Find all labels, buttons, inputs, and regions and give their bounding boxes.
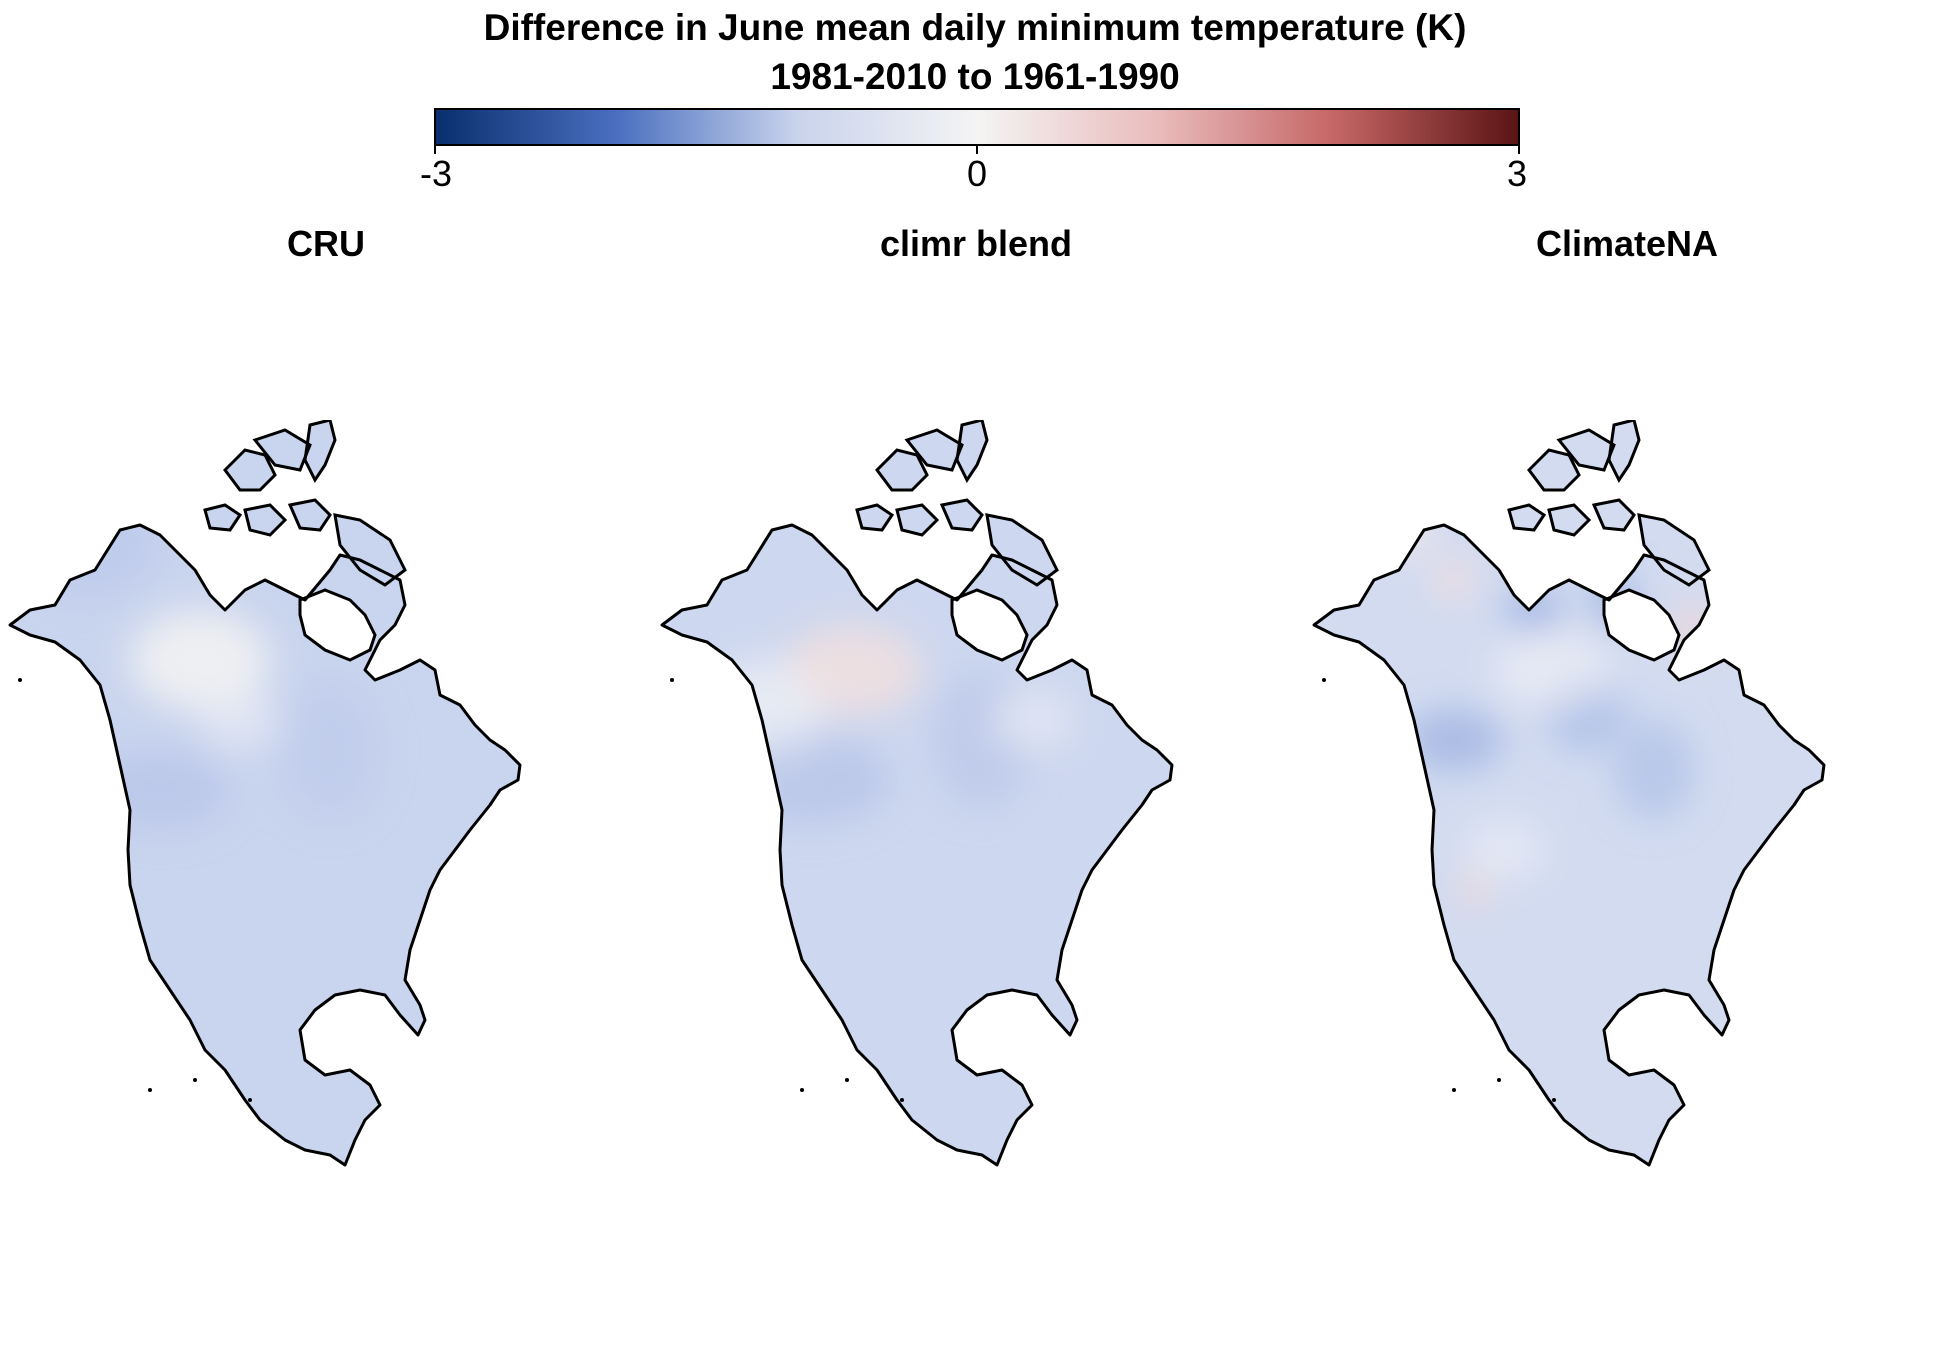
colorbar-max-label: 3 <box>1506 153 1528 194</box>
panel-title-climatena: ClimateNA <box>1535 223 1719 264</box>
map-subtitle: 1981-2010 to 1961-1990 <box>770 56 1180 97</box>
map-cru <box>8 420 522 1167</box>
map-panel-climatena <box>1304 420 1950 1200</box>
map-panel-cru <box>0 420 680 1200</box>
coastline <box>8 523 522 1167</box>
panel-title-climr-blend: climr blend <box>879 223 1073 264</box>
colorbar-tick-mid <box>976 146 978 154</box>
coastline <box>1312 523 1826 1167</box>
colorbar-mid-label: 0 <box>966 153 988 194</box>
map-panel-climr-blend <box>652 420 1332 1200</box>
panel-title-cru: CRU <box>287 223 365 264</box>
map-title: Difference in June mean daily minimum te… <box>483 7 1467 48</box>
map-climatena <box>1312 420 1826 1167</box>
map-climr-blend <box>660 420 1174 1167</box>
colorbar-tick-min <box>434 146 436 154</box>
colorbar-tick-max <box>1518 146 1520 154</box>
coastline <box>660 523 1174 1167</box>
colorbar <box>434 108 1520 146</box>
colorbar-min-label: -3 <box>419 153 453 194</box>
